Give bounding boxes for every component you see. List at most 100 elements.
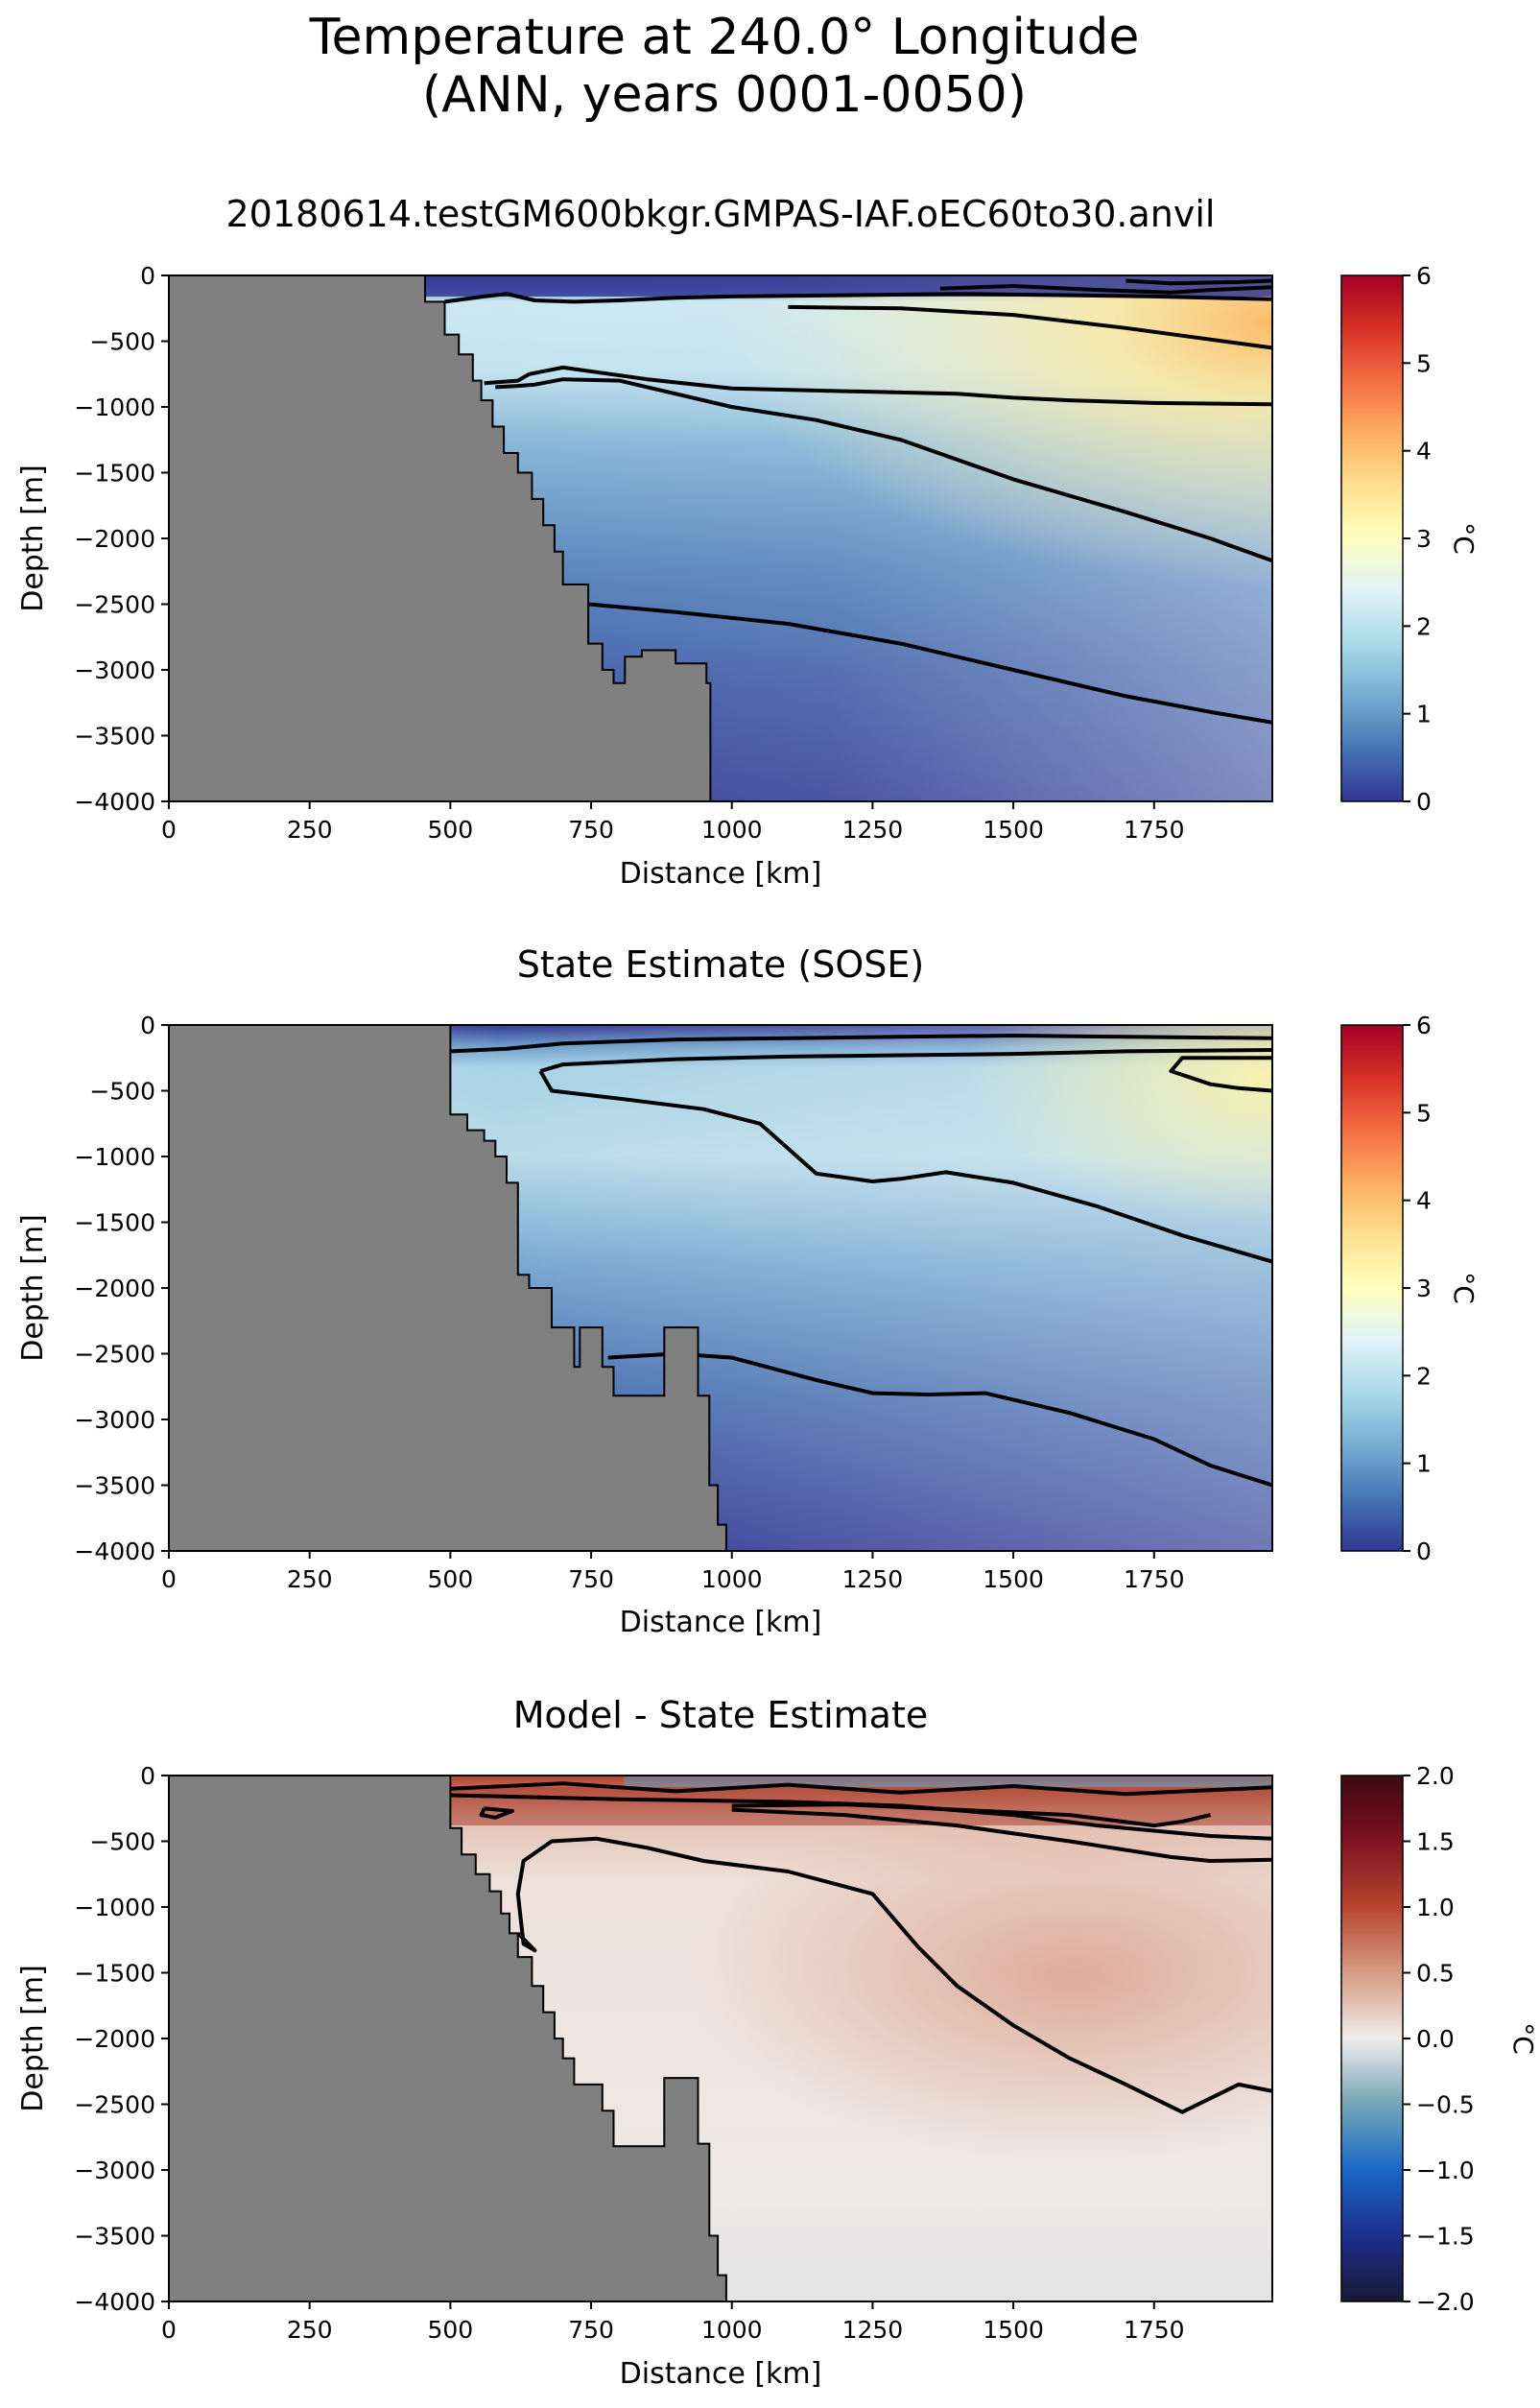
x-tick-label: 1000 — [701, 816, 763, 844]
y-tick-label: −2500 — [74, 2091, 155, 2119]
panel-difference-ticks: 0 250 500 750 1000 1250 1500 1750 0 −500 −1000 −150… — [74, 1762, 1184, 2344]
y-tick-label: −3500 — [74, 2223, 155, 2251]
contour-line — [450, 1781, 1272, 1797]
panel-difference-contours — [450, 1781, 1272, 2114]
panel-state-estimate-colorbar — [1340, 1024, 1404, 1552]
x-tick-label: 250 — [287, 1565, 333, 1593]
panel-state-estimate: State Estimate (SOSE) 0 250 500 750 1000 1250… — [16, 943, 1480, 1639]
x-tick-label: 1250 — [842, 816, 904, 844]
x-tick-label: 0 — [161, 816, 177, 844]
colorbar-tick-label: −1.0 — [1416, 2157, 1475, 2184]
x-tick-label: 1750 — [1124, 1565, 1185, 1593]
y-tick-label: −2000 — [74, 2025, 155, 2053]
y-tick-label: −3000 — [74, 2157, 155, 2184]
y-tick-label: −2000 — [74, 1275, 155, 1302]
x-tick-label: 1500 — [983, 1565, 1044, 1593]
colorbar-tick-label: 0 — [1416, 788, 1432, 816]
contour-line — [1169, 1056, 1272, 1093]
panel-model-ticks: 0 250 500 750 1000 1250 1500 1750 0 −500 −1000 −150… — [74, 262, 1184, 844]
colorbar-tick-label: 2.0 — [1416, 1762, 1455, 1790]
x-tick-label: 1750 — [1124, 2316, 1185, 2344]
contour-line — [1125, 278, 1272, 286]
panel-difference-colorbar-ticks: −2.0 −1.5 −1.0 −0.5 0.0 0.5 1.0 1.5 2.0 — [1403, 1762, 1475, 2316]
y-tick-label: −3000 — [74, 1406, 155, 1434]
y-tick-label: −2500 — [74, 591, 155, 619]
y-tick-label: −4000 — [74, 788, 155, 816]
x-tick-label: 1750 — [1124, 816, 1185, 844]
panel-difference-land-mask — [169, 1776, 727, 2301]
y-tick-label: −4000 — [74, 1538, 155, 1565]
panel-model-xlabel: Distance [km] — [620, 857, 822, 891]
x-tick-label: 500 — [428, 1565, 474, 1593]
colorbar-tick-label: 5 — [1416, 349, 1432, 377]
colorbar-tick-label: 6 — [1416, 262, 1432, 290]
y-tick-label: −2500 — [74, 1341, 155, 1369]
panel-state-estimate-colorbar-label: °C — [1448, 1272, 1480, 1304]
contour-line — [587, 602, 1272, 725]
x-tick-label: 1500 — [983, 2316, 1044, 2344]
panel-difference-xlabel: Distance [km] — [620, 2357, 822, 2391]
colorbar-tick-label: 1 — [1416, 701, 1432, 728]
x-tick-label: 0 — [161, 2316, 177, 2344]
y-tick-label: −3500 — [74, 1472, 155, 1500]
contour-line — [479, 1806, 514, 1820]
colorbar-tick-label: 3 — [1416, 1275, 1432, 1302]
panel-difference-surface-cold-streak — [624, 1776, 1272, 1787]
colorbar-tick-label: 0 — [1416, 1538, 1432, 1565]
panel-difference-ylabel: Depth [m] — [16, 1965, 50, 2112]
panel-state-estimate-land-mask — [169, 1025, 727, 1551]
panel-state-estimate-xlabel: Distance [km] — [620, 1606, 822, 1639]
panel-model-surface-cold-layer — [169, 275, 1272, 297]
panel-state-estimate-ylabel: Depth [m] — [16, 1214, 50, 1362]
figure-title-line-2: (ANN, years 0001-0050) — [421, 66, 1028, 124]
panel-model-title: 20180614.testGM600bkgr.GMPAS-IAF.oEC60to… — [226, 193, 1216, 235]
contour-line — [515, 1836, 1272, 2114]
colorbar-tick-label: 3 — [1416, 525, 1432, 553]
panel-state-estimate-colorbar-ticks: 0 1 2 3 4 5 6 — [1403, 1012, 1432, 1565]
contour-line — [939, 284, 1272, 295]
y-tick-label: −3000 — [74, 656, 155, 684]
x-tick-label: 500 — [428, 2316, 474, 2344]
y-tick-label: −1000 — [74, 1894, 155, 1921]
panel-state-estimate-ticks: 0 250 500 750 1000 1250 1500 1750 0 −500 −1000 −150… — [74, 1012, 1184, 1593]
y-tick-label: −1000 — [74, 1143, 155, 1171]
panel-difference-colorbar — [1340, 1775, 1404, 2302]
y-tick-label: −500 — [89, 1828, 155, 1856]
y-tick-label: −500 — [89, 1078, 155, 1106]
contour-line — [495, 377, 1272, 563]
y-tick-label: −1500 — [74, 1209, 155, 1237]
x-tick-label: 750 — [568, 1565, 614, 1593]
x-tick-label: 250 — [287, 816, 333, 844]
y-tick-label: 0 — [140, 262, 155, 290]
colorbar-tick-label: 1.5 — [1416, 1828, 1455, 1856]
y-tick-label: −4000 — [74, 2288, 155, 2316]
panel-model: 20180614.testGM600bkgr.GMPAS-IAF.oEC60to… — [16, 193, 1480, 891]
y-tick-label: 0 — [140, 1762, 155, 1790]
panel-difference: Model - State Estimate 0 250 500 750 1000 125… — [16, 1694, 1539, 2391]
panel-model-colorbar-label: °C — [1448, 522, 1480, 555]
y-tick-label: −1500 — [74, 460, 155, 488]
contour-line — [788, 304, 1272, 350]
x-tick-label: 1250 — [842, 1565, 904, 1593]
panel-model-ylabel: Depth [m] — [16, 465, 50, 612]
contour-line — [538, 1070, 1272, 1264]
contour-line — [539, 1048, 1272, 1073]
colorbar-tick-label: 0.0 — [1416, 2025, 1455, 2053]
contour-line — [450, 1793, 1272, 1841]
contour-line — [607, 1351, 1272, 1488]
contour-line — [731, 1807, 1272, 1863]
colorbar-tick-label: 5 — [1416, 1099, 1432, 1127]
contour-line — [450, 1034, 1272, 1054]
x-tick-label: 500 — [428, 816, 474, 844]
figure-title-line-1: Temperature at 240.0° Longitude — [309, 9, 1140, 66]
panel-difference-colorbar-label: °C — [1507, 2022, 1539, 2055]
colorbar-tick-label: 4 — [1416, 438, 1432, 465]
panel-model-land-mask — [169, 275, 712, 801]
panel-difference-title: Model - State Estimate — [513, 1694, 928, 1736]
panel-model-contours — [444, 278, 1272, 725]
y-tick-label: −2000 — [74, 525, 155, 553]
colorbar-tick-label: −2.0 — [1416, 2288, 1475, 2316]
x-tick-label: 1500 — [983, 816, 1044, 844]
contour-line — [444, 292, 1272, 304]
